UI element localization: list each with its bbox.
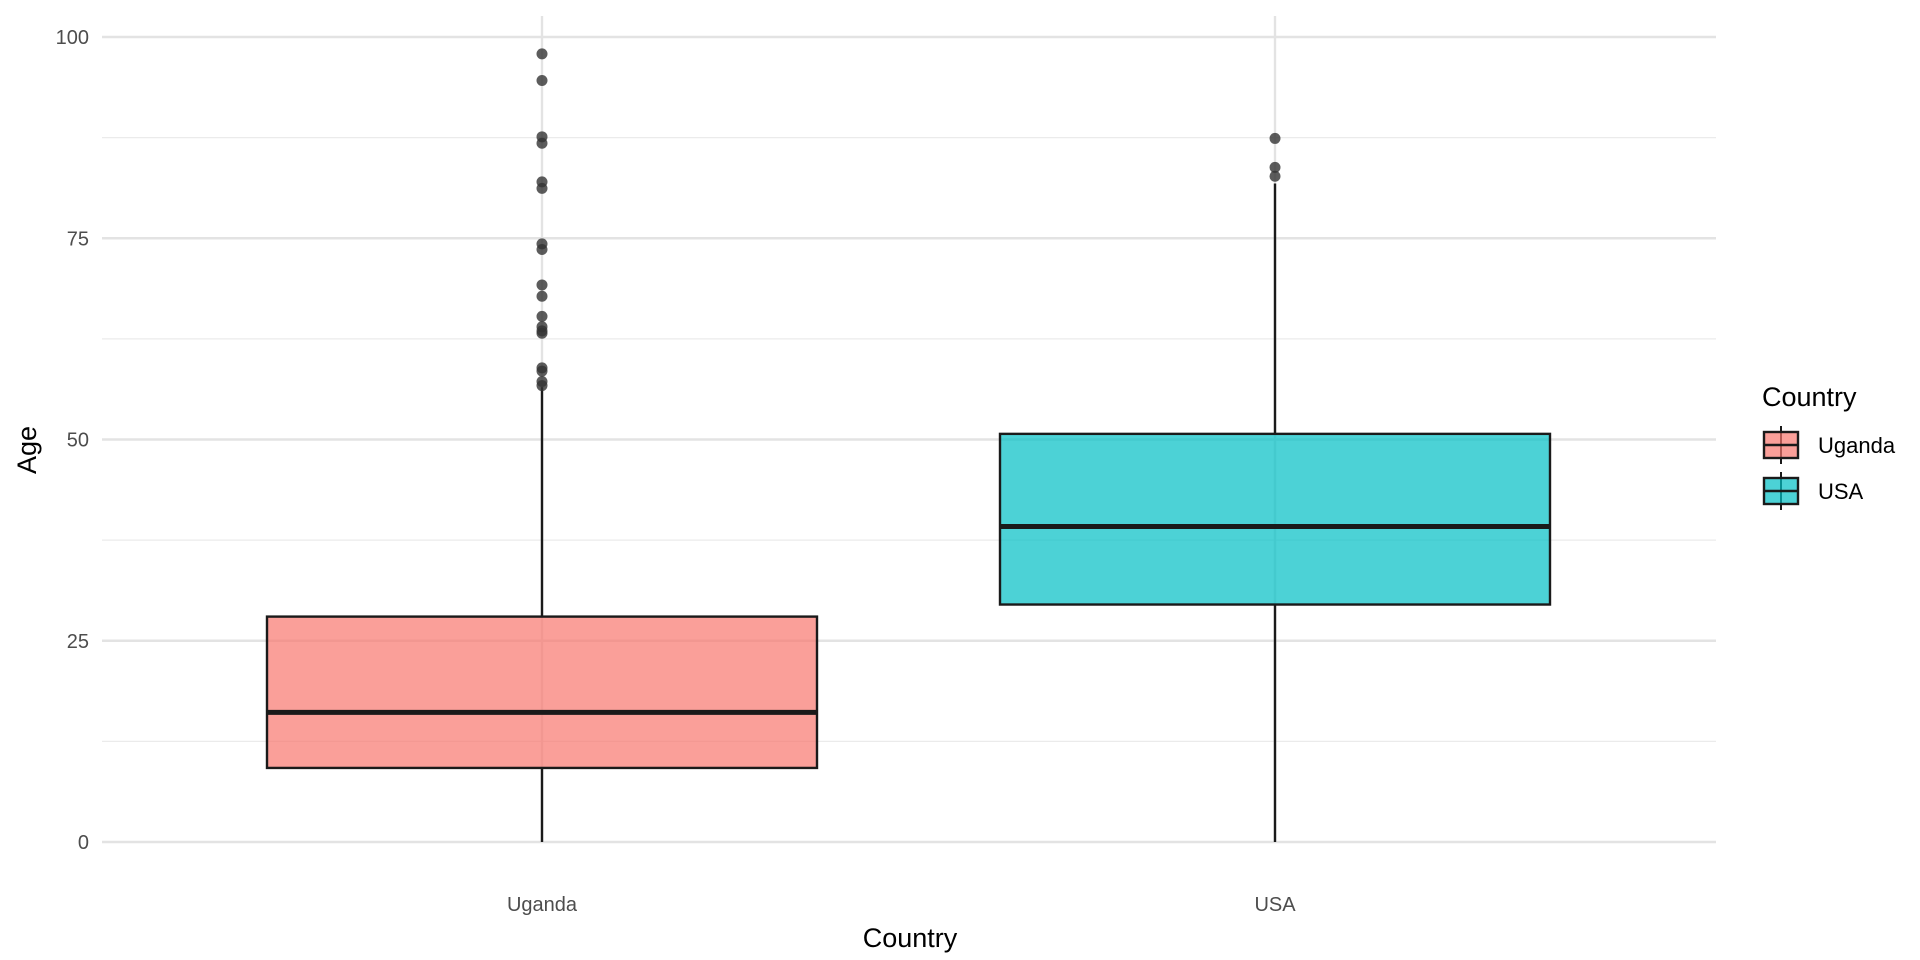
box-iqr [265,615,819,770]
outlier-point [536,176,548,188]
y-tick-label: 50 [67,430,89,452]
outlier-point [536,376,548,388]
y-axis-title: Age [12,426,42,474]
outlier-point [536,310,548,322]
legend: Country Uganda USA [1762,382,1896,510]
box-usa [998,132,1552,842]
legend-entry-usa: USA [1762,472,1864,510]
outlier-point [1269,132,1281,144]
y-tick-label: 25 [67,631,89,653]
y-tick-label: 75 [67,228,89,250]
outlier-point [536,362,548,374]
outlier-point [536,279,548,291]
outlier-point [536,321,548,333]
outlier-point [536,290,548,302]
y-tick-label: 100 [56,27,89,49]
legend-label: Uganda [1818,433,1896,458]
axis-layer: Country Age 0 25 50 75 100 Uganda USA [12,27,1296,953]
legend-entry-uganda: Uganda [1762,426,1896,464]
outlier-point [536,131,548,143]
box-uganda [265,48,819,842]
legend-label: USA [1818,479,1864,504]
legend-title: Country [1762,382,1857,412]
plot-layer [265,48,1552,842]
x-axis-title: Country [863,923,958,953]
outlier-point [1269,170,1281,182]
box-iqr [998,432,1552,606]
y-tick-label: 0 [78,832,89,854]
outlier-point [536,74,548,86]
outlier-point [536,238,548,250]
outlier-point [1269,161,1281,173]
x-tick-label: Uganda [507,894,578,916]
x-tick-label: USA [1254,894,1296,916]
outlier-point [536,48,548,60]
